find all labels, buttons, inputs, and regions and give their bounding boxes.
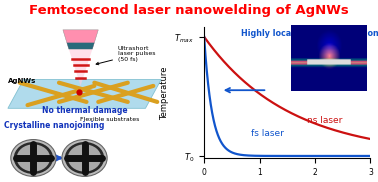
Text: Flexible substrates: Flexible substrates: [81, 117, 140, 122]
Circle shape: [11, 140, 56, 176]
Text: fs laser: fs laser: [251, 129, 284, 138]
Polygon shape: [67, 43, 94, 49]
Text: Highly localized heat diffusion: Highly localized heat diffusion: [241, 29, 378, 38]
Polygon shape: [8, 80, 161, 108]
Polygon shape: [63, 30, 98, 49]
Polygon shape: [69, 49, 92, 86]
Y-axis label: Temperature: Temperature: [160, 66, 169, 120]
Circle shape: [62, 140, 107, 176]
Text: Femtosecond laser nanowelding of AgNWs: Femtosecond laser nanowelding of AgNWs: [29, 4, 349, 17]
Circle shape: [14, 142, 53, 174]
Text: Ultrashort
laser pulses
(50 fs): Ultrashort laser pulses (50 fs): [96, 46, 155, 65]
Text: ns laser: ns laser: [307, 116, 342, 125]
Text: AgNWs: AgNWs: [8, 78, 36, 84]
Text: No thermal damage: No thermal damage: [42, 106, 127, 115]
Circle shape: [17, 144, 50, 172]
Text: Crystalline nanojoining: Crystalline nanojoining: [4, 120, 104, 130]
Circle shape: [65, 142, 104, 174]
Circle shape: [68, 144, 101, 172]
